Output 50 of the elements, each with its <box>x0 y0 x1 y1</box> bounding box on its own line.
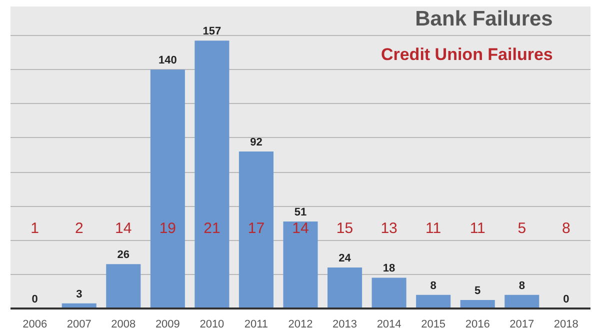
bar <box>328 268 362 308</box>
x-tick-label: 2010 <box>200 318 224 330</box>
x-tick-label: 2016 <box>465 318 490 330</box>
bar <box>283 221 318 308</box>
bar <box>194 40 230 308</box>
bar <box>504 294 540 308</box>
annotation: 21 <box>204 220 220 237</box>
annotation: 1 <box>30 220 40 237</box>
annotation: 14 <box>115 220 132 237</box>
x-tick-label: 2015 <box>421 318 446 330</box>
data-label: 8 <box>430 280 436 292</box>
chart-title: Bank Failures <box>415 8 553 31</box>
x-tick-label: 2009 <box>155 318 180 330</box>
data-label: 18 <box>382 262 396 275</box>
annotation: 11 <box>426 220 442 237</box>
data-label: 3 <box>76 288 82 300</box>
x-tick-label: 2007 <box>66 318 92 330</box>
annotation: 15 <box>336 220 354 237</box>
data-label: 26 <box>117 249 130 262</box>
data-label: 92 <box>250 136 262 148</box>
x-tick-label: 2017 <box>510 318 534 330</box>
annotation: 13 <box>380 220 398 237</box>
data-label: 24 <box>338 252 352 265</box>
annotation: 8 <box>562 220 570 237</box>
x-tick-label: 2013 <box>332 318 358 330</box>
annotation: 19 <box>159 220 176 237</box>
data-label: 0 <box>563 293 570 306</box>
data-label: 157 <box>202 26 222 38</box>
data-label: 0 <box>32 293 38 306</box>
x-tick-label: 2014 <box>376 318 402 330</box>
x-tick-label: 2006 <box>22 318 48 330</box>
bar <box>150 70 185 308</box>
annotation: 17 <box>248 220 265 237</box>
annotation: 5 <box>518 220 526 237</box>
x-tick-label: 2008 <box>111 318 136 330</box>
bar <box>372 278 406 308</box>
bar <box>106 264 141 308</box>
bar <box>416 294 451 308</box>
x-tick-label: 2012 <box>288 318 313 330</box>
annotation: 2 <box>74 220 84 237</box>
text: Credit Union Failures <box>380 44 553 64</box>
x-tick-label: 2018 <box>554 318 578 330</box>
bar <box>238 152 274 308</box>
data-label: 51 <box>294 206 307 218</box>
data-label: 8 <box>518 280 525 292</box>
annotation: 11 <box>470 220 486 237</box>
x-tick-label: 2011 <box>244 318 268 330</box>
annotation: 14 <box>292 220 309 237</box>
data-label: 5 <box>474 284 481 297</box>
data-label: 140 <box>158 54 177 67</box>
